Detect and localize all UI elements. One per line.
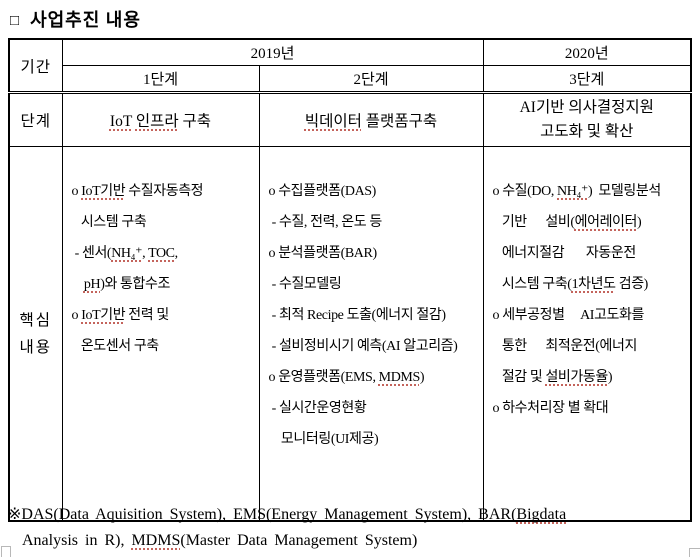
page-title: □ 사업추진 내용 <box>10 6 141 32</box>
text-line: o 하수처리장 별 확대 <box>492 401 609 416</box>
square-bullet-icon: □ <box>10 13 21 29</box>
text-line: Analysis in R), MDMS(Master Data Managem… <box>8 532 418 549</box>
text-line: o 수집플랫폼(DAS) <box>268 184 377 199</box>
text-line: o 세부공정별 AI고도화를 <box>492 308 645 323</box>
cell-stage2-title: 빅데이터 플랫폼구축 <box>258 92 484 147</box>
abbreviation-footnote: ※DAS(Data Aquisition System), EMS(Energy… <box>8 502 696 554</box>
text-line: AI기반 의사결정지원 <box>519 99 654 116</box>
text-line: 에너지절감 자동운전 <box>492 246 636 261</box>
frame-corner-mark-right <box>689 548 700 557</box>
text-line: 내용 <box>19 338 53 356</box>
text-line: ※DAS(Data Aquisition System), EMS(Energy… <box>8 506 567 523</box>
stage-header-row: 1단계 2단계 3단계 <box>9 65 692 94</box>
cell-stage2-header: 2단계 <box>258 65 484 94</box>
text-line: 모니터링(UI제공) <box>268 432 379 447</box>
frame-corner-mark-left <box>1 546 11 557</box>
text-line: pH)와 통합수조 <box>83 277 170 292</box>
text-line: - 실시간운영현황 <box>268 401 367 416</box>
text-line: 핵심 <box>19 311 53 329</box>
text-line: 시스템 구축 <box>71 215 147 230</box>
cell-period-label: 기간 <box>8 38 63 94</box>
text-line: o IoT기반 전력 및 <box>71 308 170 323</box>
cell-year-2019: 2019년 <box>61 38 484 66</box>
cell-stage1-content: o IoT기반 수질자동측정 시스템 구축 - 센서(NH₄⁺, TOC, pH… <box>61 146 260 522</box>
year-header-row: 기간 2019년 2020년 <box>8 38 692 94</box>
text-line: 시스템 구축(1차년도 검증) <box>492 277 649 292</box>
text-line: 온도센서 구축 <box>71 339 159 354</box>
text-line: o 운영플랫폼(EMS, MDMS) <box>268 370 425 385</box>
text-line: - 수질모델링 <box>268 277 342 292</box>
text-line: 통한 최적운전(에너지 <box>492 339 638 354</box>
cell-stage1-title: IoT 인프라 구축 <box>61 92 260 147</box>
text-line: o 수질(DO, NH₄⁺) 모델링분석 <box>492 184 662 199</box>
page-title-text: 사업추진 내용 <box>30 10 141 30</box>
text-line: - 최적 Recipe 도출(에너지 절감) <box>268 308 446 323</box>
text-line: o 분석플랫폼(BAR) <box>268 246 378 261</box>
cell-stage-row-label: 단계 <box>8 92 63 147</box>
text-line: 절감 및 설비가동율) <box>492 370 613 385</box>
text-line: 기반 설비(에어레이터) <box>492 215 642 230</box>
cell-year-2020: 2020년 <box>482 38 692 66</box>
text-line: o IoT기반 수질자동측정 <box>71 184 204 199</box>
text-line: - 설비정비시기 예측(AI 알고리즘) <box>268 339 458 354</box>
cell-stage3-content: o 수질(DO, NH₄⁺) 모델링분석 기반 설비(에어레이터) 에너지절감 … <box>482 146 692 522</box>
text-line: 고도화 및 확산 <box>540 123 634 140</box>
cell-stage1-header: 1단계 <box>61 65 260 94</box>
text-line: - 센서(NH₄⁺, TOC, <box>71 246 179 261</box>
text-line: - 수질, 전력, 온도 등 <box>268 215 383 230</box>
cell-stage3-header: 3단계 <box>482 65 692 94</box>
project-plan-table: 기간 2019년 2020년 1단계 2단계 3단계 단계 IoT 인프라 구축… <box>8 38 692 522</box>
